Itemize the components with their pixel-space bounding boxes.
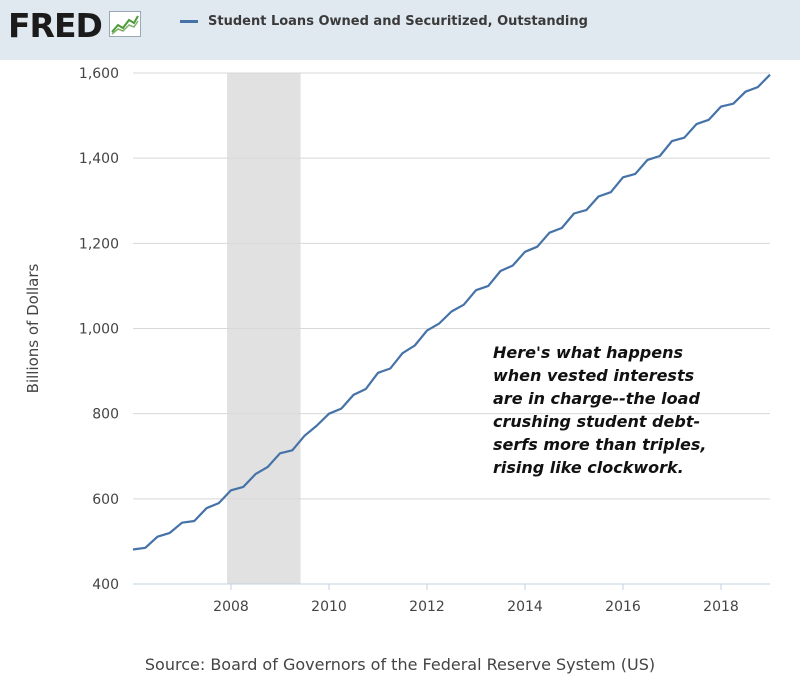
series-line xyxy=(132,73,771,551)
chart-annotation: Here's what happens when vested interest… xyxy=(493,343,707,477)
line-chart: 400 600 800 1,000 1,200 1,400 1,600 2008 2010 201… xyxy=(24,66,771,615)
chart-header: FRED Student Loans Owned and Securitized… xyxy=(0,0,800,60)
fred-logo[interactable]: FRED xyxy=(8,6,141,46)
fred-logo-text: FRED xyxy=(8,6,103,45)
x-tick-label: 2018 xyxy=(703,599,739,615)
x-tick-label: 2010 xyxy=(311,599,347,615)
y-tick-label: 400 xyxy=(92,577,119,593)
legend-series-swatch xyxy=(180,20,198,23)
fred-logo-chart-icon xyxy=(108,11,141,37)
y-tick-label: 800 xyxy=(92,407,119,423)
y-tick-label: 1,600 xyxy=(79,66,119,82)
x-tick-label: 2016 xyxy=(605,599,641,615)
y-tick-label: 600 xyxy=(92,492,119,508)
y-axis-label: Billions of Dollars xyxy=(24,263,42,393)
x-tick-label: 2014 xyxy=(507,599,543,615)
x-tick-label: 2008 xyxy=(213,599,249,615)
x-tick-label: 2012 xyxy=(409,599,445,615)
chart-legend: Student Loans Owned and Securitized, Out… xyxy=(180,14,588,29)
y-tick-label: 1,200 xyxy=(79,236,119,252)
y-tick-label: 1,400 xyxy=(79,151,119,167)
legend-series-label: Student Loans Owned and Securitized, Out… xyxy=(208,14,588,29)
source-note: Source: Board of Governors of the Federa… xyxy=(144,655,656,674)
y-tick-label: 1,000 xyxy=(79,322,119,338)
